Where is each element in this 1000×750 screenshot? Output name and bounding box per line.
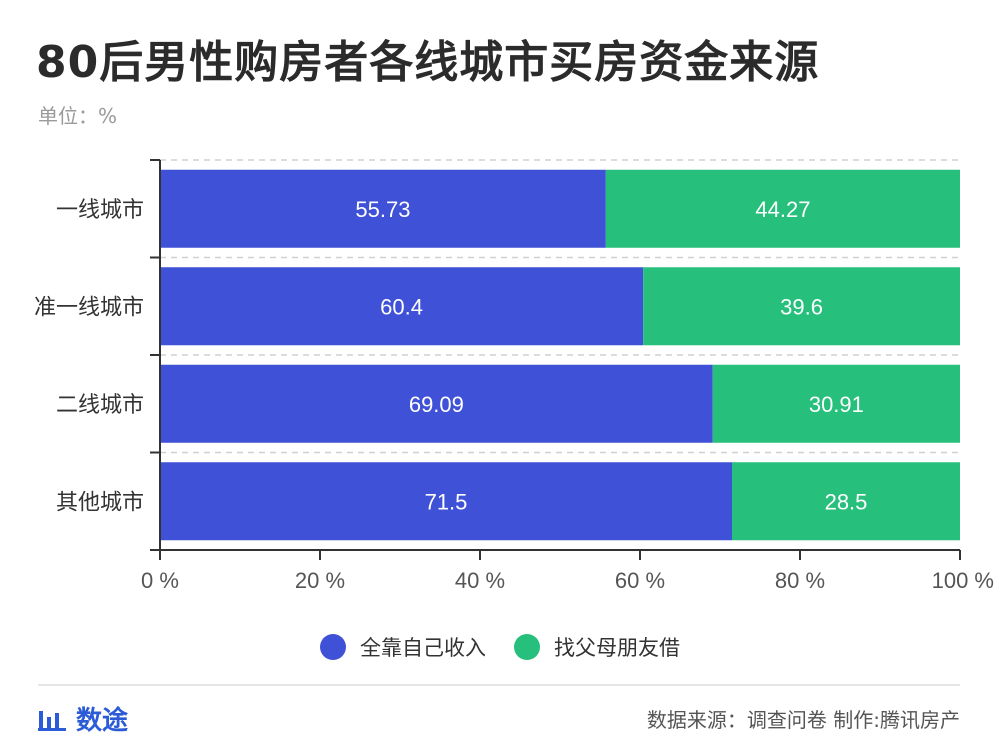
x-tick-label: 60 % [615, 568, 665, 593]
legend-label: 全靠自己收入 [360, 636, 486, 660]
category-label: 准一线城市 [34, 295, 144, 320]
x-tick-label: 0 % [141, 568, 179, 593]
data-label: 30.91 [809, 392, 864, 417]
category-label: 其他城市 [56, 490, 144, 515]
data-label: 55.73 [355, 197, 410, 222]
x-tick-label: 100 % [932, 568, 994, 593]
bar-self[interactable] [160, 267, 644, 346]
stacked-bar-chart: 55.73 44.27 一线城市 60.4 39.6 准一线城市 69.09 30.91 二线城… [34, 159, 994, 593]
bar-self[interactable] [160, 462, 732, 541]
category-label: 二线城市 [56, 393, 144, 418]
circle-icon [514, 634, 540, 660]
chart-legend: 全靠自己收入 找父母朋友借 [0, 632, 1000, 662]
unit-label: 单位：% [38, 104, 118, 128]
data-label: 44.27 [755, 197, 810, 222]
data-label: 60.4 [380, 294, 423, 319]
data-label: 69.09 [409, 392, 464, 417]
brand-name: 数途 [76, 706, 129, 736]
data-label: 28.5 [825, 489, 868, 514]
brand-logo: 数途 [38, 700, 128, 737]
x-tick-label: 20 % [295, 568, 345, 593]
bar-parents[interactable] [712, 364, 960, 443]
bar-self[interactable] [160, 169, 606, 248]
data-label: 71.5 [425, 489, 468, 514]
circle-icon [320, 634, 346, 660]
bar-chart-icon [38, 710, 66, 731]
legend-item-self[interactable]: 全靠自己收入 [320, 632, 486, 662]
footer-divider [38, 684, 960, 686]
bar-parents[interactable] [732, 462, 960, 541]
category-label: 一线城市 [56, 198, 144, 223]
chart-title: 80后男性购房者各线城市买房资金来源 [36, 37, 820, 88]
bar-parents[interactable] [643, 267, 960, 346]
bar-self[interactable] [160, 364, 713, 443]
legend-label: 找父母朋友借 [554, 636, 680, 660]
source-note: 数据来源：调查问卷 制作:腾讯房产 [646, 708, 960, 732]
legend-item-parents[interactable]: 找父母朋友借 [514, 632, 680, 662]
x-tick-label: 80 % [775, 568, 825, 593]
data-label: 39.6 [780, 294, 823, 319]
bar-parents[interactable] [605, 169, 960, 248]
x-tick-label: 40 % [455, 568, 505, 593]
